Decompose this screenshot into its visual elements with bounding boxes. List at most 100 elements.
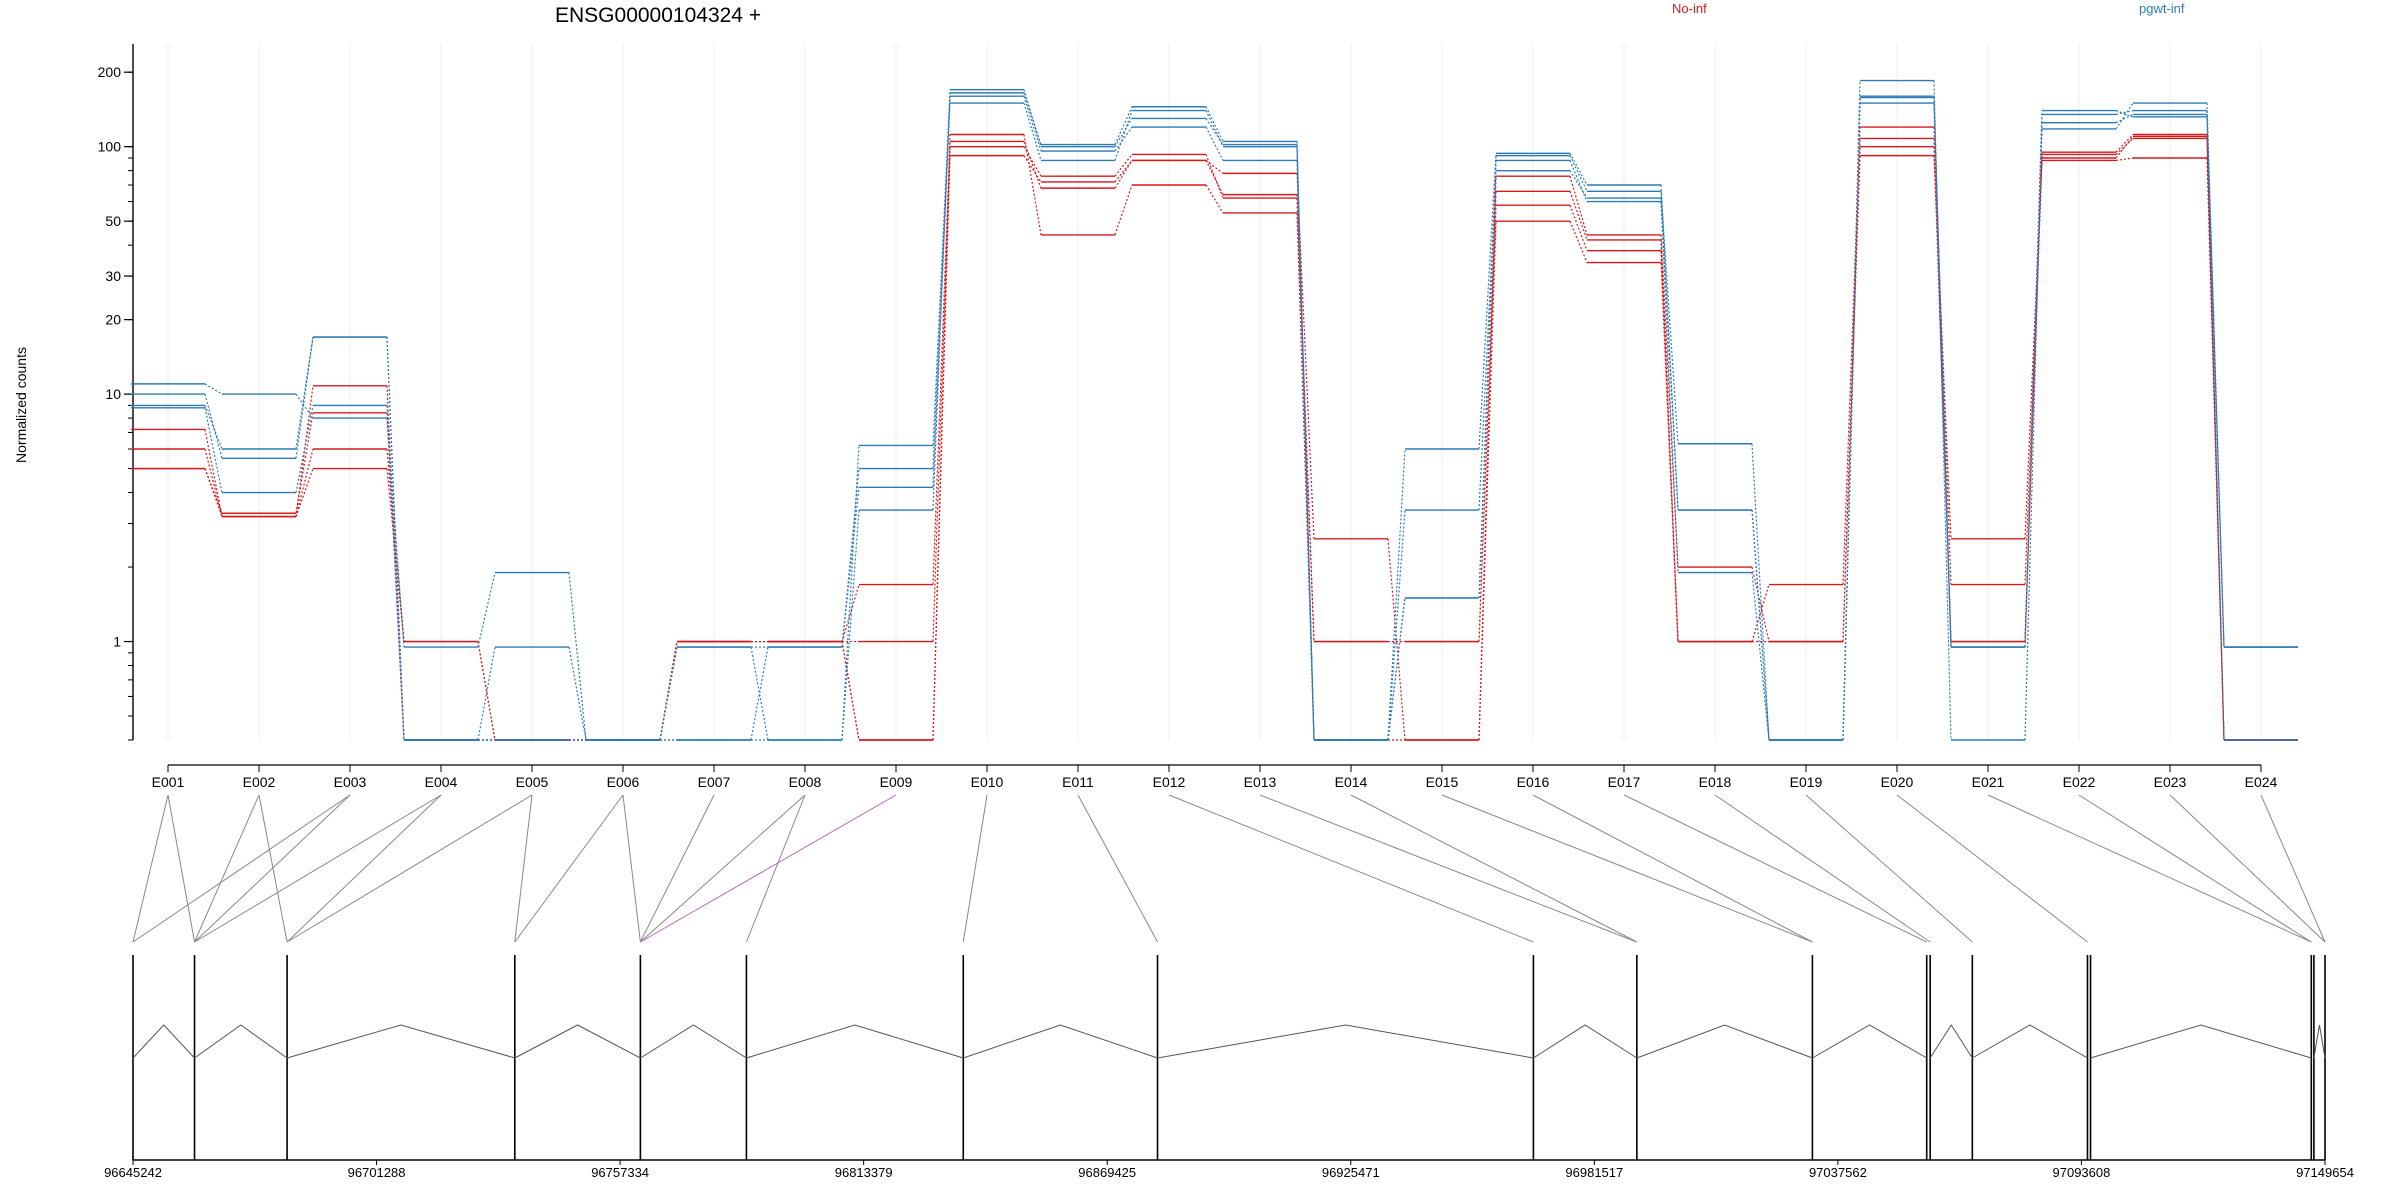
exon-connector (1077, 794, 1158, 943)
transition-segment (1478, 205, 1497, 642)
transition-segment (2024, 154, 2043, 642)
series-no-inf-0 (131, 133, 2298, 741)
y-tick-label: 1 (113, 634, 121, 650)
transition-segment (2206, 116, 2225, 648)
coord-tick-label: 96981517 (1565, 1165, 1623, 1180)
transition-segment (1569, 170, 1588, 199)
exon-connector-lines (132, 794, 2326, 943)
exon-connector (194, 794, 442, 943)
coord-tick-label: 97149654 (2296, 1165, 2354, 1180)
exon-label-e010: E010 (971, 774, 1004, 790)
coord-tick-label: 96925471 (1322, 1165, 1380, 1180)
transition-segment (295, 405, 314, 493)
transition-segment (659, 646, 678, 741)
transition-segment (1751, 509, 1770, 741)
transition-segment (2115, 109, 2134, 116)
exon-label-e002: E002 (243, 774, 276, 790)
transition-segment (1023, 95, 1042, 152)
transition-segment (1660, 234, 1679, 568)
exon-connector (2078, 794, 2312, 943)
exon-connector (640, 794, 897, 943)
transition-segment (295, 393, 314, 419)
intron-connector (1533, 1024, 1638, 1059)
exon-label-e024: E024 (2245, 774, 2278, 790)
transition-segment (1660, 239, 1679, 642)
exon-connector (745, 794, 806, 943)
transition-segment (1205, 106, 1224, 142)
exon-connector (286, 794, 442, 943)
transition-segment (1478, 153, 1497, 450)
transition-segment (841, 487, 860, 648)
transition-segment (204, 468, 223, 514)
exon-connector (1805, 794, 1973, 943)
exon-label-e009: E009 (880, 774, 913, 790)
transition-segment (1114, 160, 1133, 189)
intron-connector (1812, 1024, 1927, 1059)
exon-label-e016: E016 (1517, 774, 1550, 790)
transition-segment (2115, 109, 2134, 118)
transition-segment (1114, 110, 1133, 161)
y-tick-label: 30 (105, 268, 121, 284)
transition-segment (2115, 113, 2134, 124)
transition-segment (1660, 262, 1679, 642)
y-tick-label: 20 (105, 312, 121, 328)
coord-tick-label: 96757334 (591, 1165, 649, 1180)
exon-connector (286, 794, 533, 943)
transition-segment (295, 336, 314, 450)
exon-label-e007: E007 (698, 774, 731, 790)
exon-label-e001: E001 (152, 774, 185, 790)
transition-segment (1842, 97, 1861, 741)
exon-connector (1441, 794, 1813, 943)
transition-segment (1569, 155, 1588, 192)
exon-connector (622, 794, 641, 943)
coord-tick-label: 96701288 (348, 1165, 406, 1180)
intron-connector (1972, 1024, 2088, 1059)
transition-segment (2115, 134, 2134, 153)
transition-segment (1205, 110, 1224, 147)
coord-tick-label: 96869425 (1078, 1165, 1136, 1180)
coord-tick-label: 97093608 (2053, 1165, 2111, 1180)
transition-segment (386, 337, 405, 741)
y-tick-label: 50 (105, 213, 121, 229)
exon-connector (194, 794, 351, 943)
exon-connector (514, 794, 533, 943)
transition-segment (841, 445, 860, 741)
transition-segment (295, 412, 314, 514)
exon-label-e004: E004 (425, 774, 458, 790)
transition-segment (1751, 443, 1770, 741)
transition-segment (1023, 92, 1042, 145)
transition-segment (2115, 137, 2134, 155)
transition-segment (1114, 184, 1133, 236)
transition-segment (841, 509, 860, 741)
transition-segment (1660, 201, 1679, 573)
y-axis-label: Normalized counts (13, 347, 29, 463)
genomic-coordinate-axis: 96645242 96701288 96757334 96813379 96869425… (104, 1159, 2354, 1180)
transition-segment (1751, 566, 1770, 642)
exon-label-e017: E017 (1608, 774, 1641, 790)
exon-label-e020: E020 (1881, 774, 1914, 790)
chart-title: ENSG00000104324 + (555, 4, 761, 27)
transition-segment (2024, 122, 2043, 741)
transition-segment (295, 468, 314, 517)
exon-label-e012: E012 (1153, 774, 1186, 790)
y-tick-label: 200 (98, 64, 122, 80)
transition-segment (2115, 102, 2134, 130)
transition-segment (1387, 509, 1406, 741)
data-series (131, 79, 2298, 741)
exon-connector (1259, 794, 1638, 943)
transition-segment (1569, 191, 1588, 241)
coord-tick-label: 96813379 (835, 1165, 893, 1180)
exon-label-e021: E021 (1972, 774, 2005, 790)
transition-segment (1296, 146, 1315, 741)
exon-label-e013: E013 (1244, 774, 1277, 790)
exon-connector (1714, 794, 1931, 943)
transition-segment (1387, 448, 1406, 741)
transition-segment (1842, 138, 1861, 642)
transition-segment (2206, 110, 2225, 741)
transition-segment (1478, 170, 1497, 511)
y-axis: 200 100 50 30 20 10 1 (98, 44, 134, 741)
exon-connector (167, 794, 196, 943)
exon-connector (1987, 794, 2312, 943)
transition-segment (1296, 198, 1315, 642)
